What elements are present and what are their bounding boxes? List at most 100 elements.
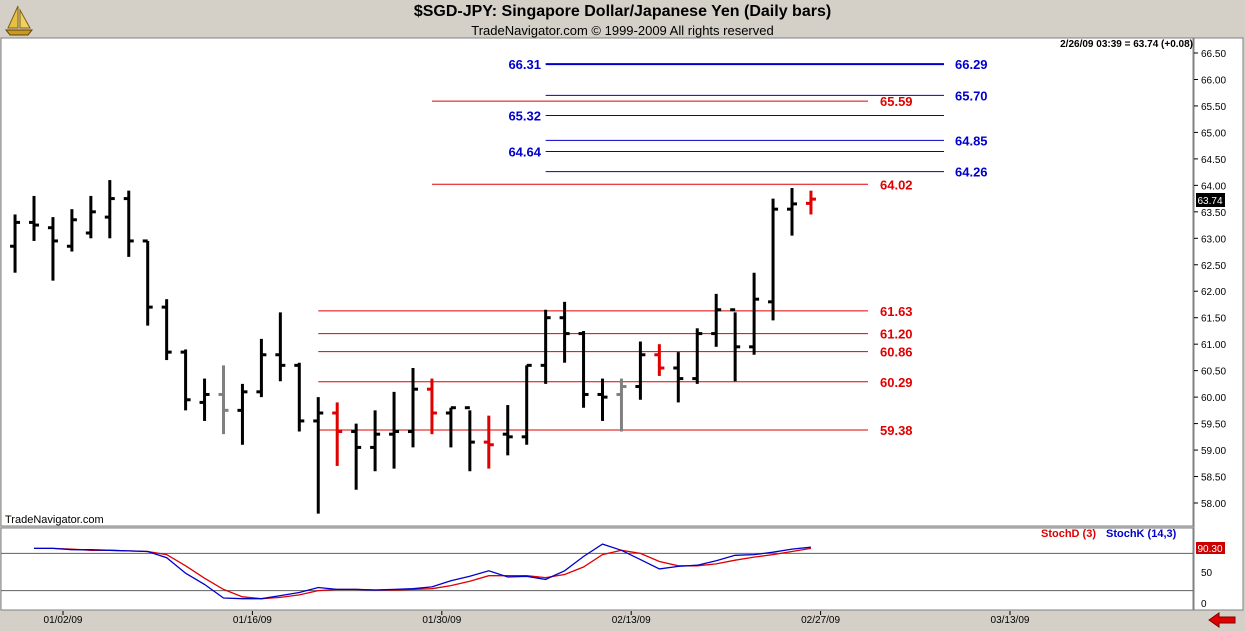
price-bar[interactable] [313, 397, 324, 514]
price-bar[interactable] [123, 190, 134, 257]
scroll-right-arrow-icon[interactable] [1207, 611, 1237, 629]
stoch-tick-label: 50 [1201, 568, 1213, 579]
price-bar[interactable] [10, 214, 21, 273]
price-bar[interactable] [370, 410, 381, 472]
projection-label-right: 64.85 [955, 133, 988, 148]
projection-label-right: 65.70 [955, 88, 988, 103]
projection-label-right: 64.26 [955, 165, 988, 180]
retracement-label: 65.59 [880, 94, 913, 109]
chart-title: $SGD-JPY: Singapore Dollar/Japanese Yen … [413, 3, 832, 20]
price-bar[interactable] [730, 308, 741, 382]
retracement-label: 61.20 [880, 327, 913, 342]
price-tick-label: 61.00 [1201, 340, 1226, 351]
date-tick-label: 02/27/09 [801, 615, 840, 626]
price-tick-label: 60.00 [1201, 393, 1226, 404]
price-bar[interactable] [389, 391, 400, 469]
price-bar[interactable] [464, 406, 475, 472]
projection-label-left: 64.64 [508, 144, 541, 159]
price-bar[interactable] [768, 198, 779, 321]
stochk-line[interactable] [34, 543, 811, 600]
price-bar[interactable] [692, 328, 703, 384]
stochastic-panel[interactable] [0, 527, 1194, 611]
price-bar[interactable] [540, 309, 551, 384]
price-bar[interactable] [805, 190, 816, 215]
price-tick-label: 62.00 [1201, 287, 1226, 298]
projection-label-right: 66.29 [955, 57, 988, 72]
price-bar[interactable] [47, 217, 58, 281]
price-bar[interactable] [161, 299, 172, 361]
price-bar[interactable] [635, 341, 646, 400]
date-tick-label: 01/02/09 [44, 615, 83, 626]
price-bar[interactable] [673, 352, 684, 403]
price-bar[interactable] [578, 330, 589, 408]
projection-label-left: 65.32 [508, 108, 541, 123]
price-tick-label: 66.00 [1201, 75, 1226, 86]
date-axis[interactable] [1, 611, 1193, 630]
price-bar[interactable] [29, 195, 39, 241]
last-price-label: 63.74 [1197, 196, 1222, 207]
date-tick-label: 01/16/09 [233, 615, 272, 626]
price-bar[interactable] [483, 415, 494, 469]
price-tick-label: 58.00 [1201, 499, 1226, 510]
price-bar[interactable] [711, 293, 722, 347]
price-bar[interactable] [256, 338, 267, 398]
price-bar[interactable] [142, 239, 153, 326]
price-bar[interactable] [654, 344, 665, 376]
price-bar[interactable] [104, 180, 115, 239]
projection-label-left: 66.31 [508, 57, 541, 72]
price-bar[interactable] [275, 312, 286, 382]
stoch-tick-label: 0 [1201, 599, 1207, 610]
price-axis[interactable] [1193, 37, 1244, 611]
sailboat-logo-icon [4, 5, 34, 36]
retracement-label: 64.02 [880, 177, 913, 192]
price-bar[interactable] [66, 209, 77, 252]
price-tick-label: 60.50 [1201, 367, 1226, 378]
price-bar[interactable] [749, 272, 760, 355]
price-bar[interactable] [408, 368, 418, 448]
price-bar[interactable] [351, 423, 362, 490]
price-bar[interactable] [616, 378, 627, 432]
price-tick-label: 63.50 [1201, 208, 1226, 219]
price-bar[interactable] [445, 406, 456, 448]
date-tick-label: 01/30/09 [422, 615, 461, 626]
price-tick-label: 61.50 [1201, 314, 1226, 325]
price-tick-label: 62.50 [1201, 261, 1226, 272]
retracement-label: 61.63 [880, 304, 913, 319]
price-bar[interactable] [218, 365, 229, 435]
price-tick-label: 63.00 [1201, 234, 1226, 245]
price-bar[interactable] [332, 402, 343, 466]
stochk-legend: StochK (14,3) [1106, 528, 1177, 540]
price-bar[interactable] [237, 383, 248, 445]
price-bar[interactable] [559, 301, 570, 363]
price-tick-label: 59.50 [1201, 420, 1226, 431]
stoch-last-label: 90.30 [1197, 544, 1222, 555]
price-tick-label: 59.00 [1201, 446, 1226, 457]
price-tick-label: 58.50 [1201, 473, 1226, 484]
price-bar[interactable] [597, 378, 608, 421]
date-tick-label: 02/13/09 [612, 615, 651, 626]
price-bar[interactable] [85, 195, 96, 239]
price-panel[interactable] [0, 37, 1194, 527]
last-price-box [1196, 193, 1225, 207]
price-tick-label: 64.50 [1201, 155, 1226, 166]
price-bar[interactable] [502, 405, 513, 456]
price-tick-label: 64.00 [1201, 181, 1226, 192]
price-bar[interactable] [199, 378, 210, 421]
price-tick-label: 66.50 [1201, 49, 1226, 60]
price-bar[interactable] [787, 188, 797, 236]
price-tick-label: 65.00 [1201, 128, 1226, 139]
copyright-text: TradeNavigator.com © 1999-2009 All right… [471, 23, 774, 38]
price-bar[interactable] [521, 363, 532, 445]
price-bar[interactable] [294, 362, 305, 432]
retracement-label: 59.38 [880, 423, 913, 438]
stoch-last-box [1196, 542, 1225, 554]
price-tick-label: 65.50 [1201, 102, 1226, 113]
retracement-label: 60.29 [880, 375, 913, 390]
price-bar[interactable] [180, 349, 191, 411]
date-tick-label: 03/13/09 [991, 615, 1030, 626]
price-bar[interactable] [426, 378, 437, 435]
retracement-label: 60.86 [880, 345, 913, 360]
last-quote: 2/26/09 03:39 = 63.74 (+0.08) [1060, 39, 1193, 50]
